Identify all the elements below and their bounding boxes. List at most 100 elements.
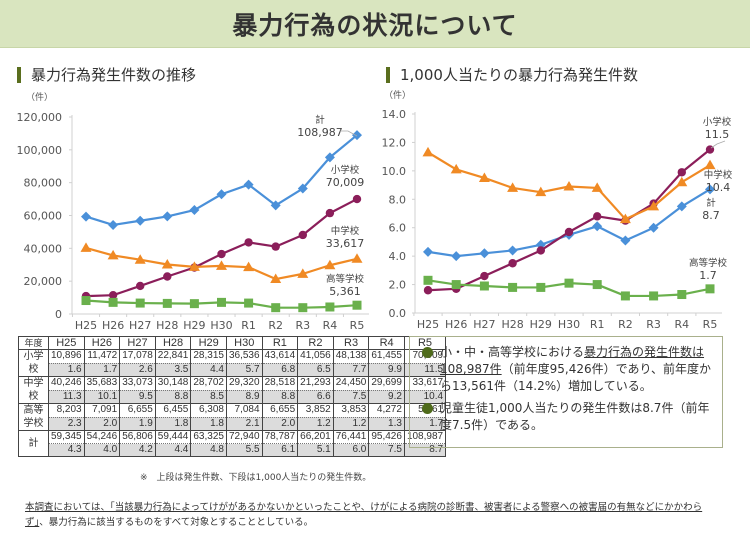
table-column-header: H26 [83,336,121,350]
data-point-elementary [536,246,545,255]
data-point-elementary [352,194,362,204]
series-elementary [81,194,362,301]
table-cell-count: 7,091 [83,403,121,418]
table-cell-rate: 4.2 [119,443,156,457]
section-heading-rates: 1,000人当たりの暴力行為発生件数 [386,64,638,85]
data-point-total [352,130,362,141]
y-tick-label: 14.0 [382,108,407,121]
data-point-junior_high [422,146,434,157]
table-cell-count: 11,472 [83,349,121,364]
data-point-junior_high [619,213,631,224]
data-point-total [451,251,462,262]
table-row-label: 計 [18,430,49,457]
data-point-elementary [564,227,574,237]
table-row: 高等学校 8,203 7,091 6,655 6,455 6,308 7,084 6,655 3… [18,403,447,431]
chart-violence-rates: （件） 0.0 2.0 4.0 6.0 8.0 10.0 12.0 14.0 H25 H26 H27 H… [382,89,733,331]
table-cell-rate: 2.0 [83,416,121,431]
data-point-junior_high [535,186,547,197]
table-cell-rate: 1.7 [403,416,447,431]
table-column-header: R4 [368,336,405,350]
data-point-elementary [298,230,307,240]
data-point-elementary [271,242,280,251]
table-cell-count: 43,614 [261,349,299,364]
table-cell-rate: 1.2 [332,416,370,431]
series-line-total [85,134,358,227]
data-point-junior_high [324,259,336,270]
x-tick-label: R2 [618,318,633,331]
x-tick-label: R1 [590,318,605,331]
data-point-elementary [423,286,433,295]
table-cell-rate: 9.5 [119,389,156,404]
data-point-high_school [298,303,308,313]
data-point-elementary [136,281,145,291]
y-unit-label: （件） [384,89,411,101]
data-point-junior_high [161,259,173,269]
table-cell-count: 6,455 [154,403,192,418]
series-total [81,130,362,230]
table-cell-count: 28,702 [190,376,227,391]
data-point-high_school [244,298,254,308]
table-cell-count: 36,536 [225,349,263,364]
section-heading-text: 暴力行為発生件数の推移 [31,66,197,84]
data-point-junior_high [704,159,716,170]
section-heading-text: 1,000人当たりの暴力行為発生件数 [400,66,638,84]
series-high_school [423,275,715,301]
table-cell-count: 22,841 [154,349,192,364]
series-elementary [423,145,715,295]
y-unit-label: （件） [26,91,53,103]
data-point-high_school [620,291,630,301]
table-cell-count: 29,320 [225,376,263,391]
series-high_school [81,296,362,313]
table-cell-count: 59,444 [154,430,192,444]
data-point-high_school [108,297,118,307]
leader-line [340,130,358,137]
heading-accent-bar [17,66,21,83]
data-point-junior_high [216,260,227,270]
table-cell-rate: 3.5 [154,362,192,377]
table-row-rate: 2.3 2.0 1.9 1.8 1.8 2.1 2.0 1.2 1.2 1.3 1.7 [19,416,447,431]
table-cell-rate: 8.8 [154,389,192,404]
table-cell-rate: 2.0 [261,416,299,431]
table-cell-count: 3,852 [297,403,334,418]
heading-accent-bar [386,66,390,83]
x-tick-label: H25 [417,318,439,331]
x-tick-label: R3 [295,319,310,331]
summary-item: 児童生徒1,000人当たりの発生件数は8.7件（前年度7.5件）である。 [422,400,712,434]
table-row-label: 中学校 [18,376,49,404]
table-cell-count: 78,787 [261,430,299,444]
table-cell-count: 24,450 [332,376,370,391]
table-row-rate: 11.3 10.1 9.5 8.8 8.5 8.9 8.8 6.6 7.5 9.2 10.4 [19,389,447,404]
y-tick-label: 4.0 [389,250,407,263]
survey-footnote: 本調査においては、「当該暴力行為によってけががあるかないかといったことや、けがに… [25,500,715,530]
series-value-label: 70,009 [326,176,365,189]
table-cell-count: 3,853 [332,403,370,418]
table-cell-count: 59,345 [48,430,85,444]
table-cell-count: 33,617 [403,376,447,391]
x-tick-label: R2 [268,319,283,331]
data-point-junior_high [80,242,92,252]
table-cell-rate: 6.0 [332,443,370,457]
x-tick-label: H25 [75,319,97,331]
data-point-total [507,245,518,256]
data-point-high_school [189,299,199,309]
table-cell-count: 72,940 [225,430,263,444]
summary-box: 小・中・高等学校における暴力行為の発生件数は108,987件（前年度95,426… [409,336,723,448]
x-tick-label: R4 [674,318,689,331]
data-point-elementary [480,271,489,281]
x-tick-label: H29 [183,319,205,331]
table-cell-rate: 8.5 [190,389,227,404]
series-value-label: 1.7 [699,269,717,282]
y-tick-label: 2.0 [389,279,407,292]
table-cell-count: 66,201 [297,430,334,444]
table-cell-count: 56,806 [119,430,156,444]
table-column-header: H30 [225,336,263,350]
data-point-junior_high [450,163,462,174]
y-tick-label: 0.0 [389,307,407,320]
footnote-underlined: 本調査においては、「当該暴力行為によってけががあるかないかといったことや、けがに… [25,502,703,528]
table-cell-rate: 11.3 [48,389,85,404]
data-point-total [676,201,687,212]
table-row-rate: 1.6 1.7 2.6 3.5 4.4 5.7 6.8 6.5 7.7 9.9 11.5 [19,362,447,377]
data-point-junior_high [478,172,490,182]
table-column-header: H27 [119,336,156,350]
y-tick-label: 10.0 [382,165,407,178]
